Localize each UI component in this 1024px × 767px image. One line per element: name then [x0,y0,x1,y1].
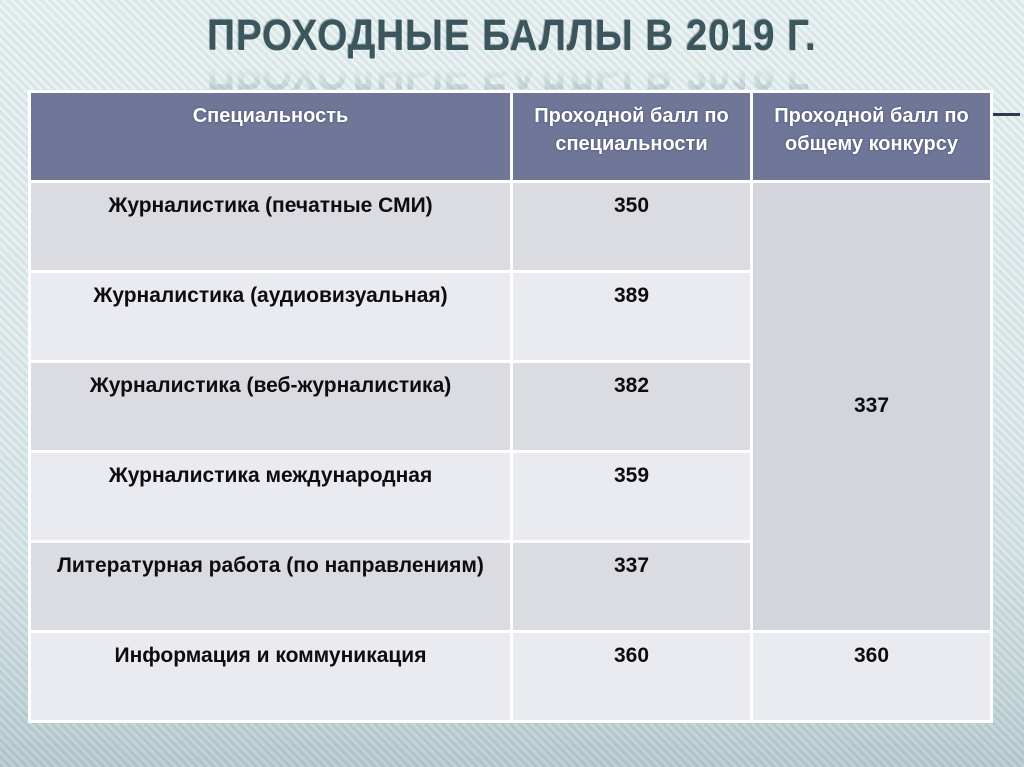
slide-title-reflection: ПРОХОДНЫЕ БАЛЛЫ В 2019 Г. [207,49,817,98]
column-header-score-by-general: Проходной балл по общему конкурсу [750,90,993,183]
table-row: Журналистика (печатные СМИ) 350 337 [28,180,993,633]
table-row: Журналистика (веб-журналистика) 382 [28,360,992,453]
specialty-score-cell: 360 [510,630,753,723]
specialty-cell: Журналистика международная [28,450,513,543]
specialty-cell: Журналистика (аудиовизуальная) [28,270,513,363]
specialty-score-cell: 350 [510,180,753,273]
column-header-score-by-specialty: Проходной балл по специальности [510,90,753,183]
slide-title-text: ПРОХОДНЫЕ БАЛЛЫ В 2019 Г. [207,11,817,60]
specialty-cell: Информация и коммуникация [28,630,513,723]
specialty-score-cell: 382 [510,360,753,453]
slide-title: ПРОХОДНЫЕ БАЛЛЫ В 2019 Г. ПРОХОДНЫЕ БАЛЛ… [0,11,1024,99]
specialty-cell: Журналистика (веб-журналистика) [28,360,513,453]
table-row: Информация и коммуникация 360 360 [28,630,993,723]
specialty-score-cell: 389 [510,270,753,363]
table-row: Литературная работа (по направлениям) 33… [28,540,992,633]
specialty-cell: Литературная работа (по направлениям) [28,540,513,633]
general-score-cell: 360 [750,630,993,723]
passing-scores-table: Специальность Проходной балл по специаль… [28,90,993,723]
table-header-row: Специальность Проходной балл по специаль… [28,90,993,183]
specialty-score-cell: 359 [510,450,753,543]
general-score-merged-cell: 337 [750,180,993,633]
table-row: Журналистика международная 359 [28,450,992,543]
table-row: Журналистика (аудиовизуальная) 389 [28,270,992,363]
specialty-cell: Журналистика (печатные СМИ) [28,180,513,273]
specialty-score-cell: 337 [510,540,753,633]
header-connector-line [989,113,1020,116]
column-header-specialty: Специальность [28,90,513,183]
